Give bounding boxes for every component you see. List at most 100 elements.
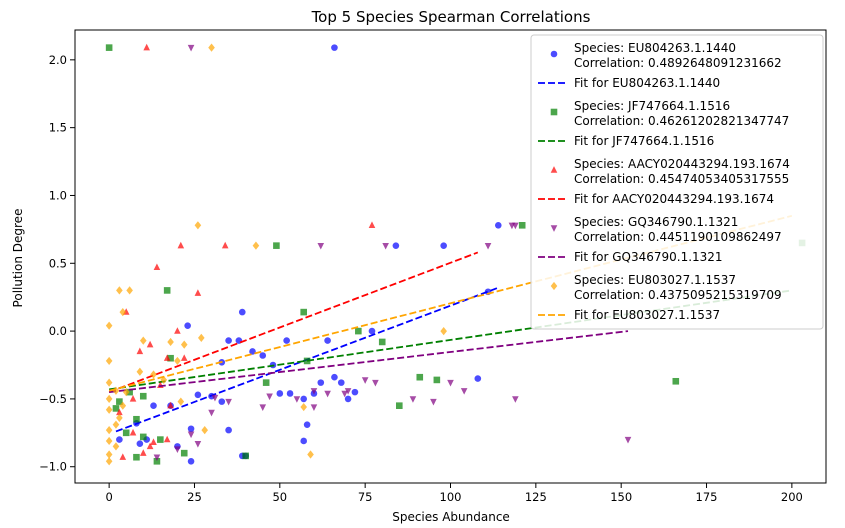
- y-tick-label: 2.0: [49, 53, 67, 67]
- data-point: [143, 43, 150, 51]
- fit-line: [108, 251, 479, 393]
- data-point: [518, 222, 526, 229]
- data-point: [194, 221, 202, 230]
- data-point: [194, 440, 202, 448]
- data-point: [129, 395, 137, 402]
- legend-marker: [550, 225, 558, 232]
- data-point: [351, 388, 359, 396]
- data-point: [146, 340, 154, 348]
- fit-line: [109, 330, 629, 394]
- data-point: [180, 354, 188, 361]
- x-tick-label: 50: [272, 490, 287, 504]
- data-point: [249, 348, 256, 355]
- fit-line: [108, 214, 793, 392]
- legend-fit-label: Fit for GQ346790.1.1321: [574, 250, 723, 264]
- data-point: [163, 287, 171, 294]
- data-point: [440, 326, 447, 336]
- data-point: [180, 340, 188, 349]
- data-point: [129, 428, 137, 436]
- data-point: [341, 390, 348, 398]
- y-tick-label: −0.5: [39, 392, 67, 406]
- data-point: [177, 397, 185, 406]
- data-point: [293, 396, 301, 403]
- data-point: [116, 398, 123, 405]
- legend-species-label: Species: EU803027.1.1537: [574, 273, 736, 287]
- data-point: [180, 449, 188, 457]
- data-point: [310, 388, 318, 395]
- data-point: [133, 453, 140, 461]
- data-point: [163, 354, 171, 361]
- data-point: [201, 426, 209, 435]
- x-tick-label: 25: [187, 490, 202, 504]
- data-point: [355, 327, 362, 335]
- data-point: [331, 373, 338, 381]
- data-point: [105, 436, 113, 446]
- data-point: [395, 402, 403, 409]
- y-tick-label: 0.0: [49, 324, 67, 338]
- data-point: [378, 338, 386, 346]
- data-point: [259, 404, 267, 411]
- data-point: [112, 442, 120, 451]
- x-axis-label: Species Abundance: [392, 510, 510, 524]
- data-point: [300, 437, 308, 445]
- data-point: [238, 308, 246, 316]
- x-axis-ticks: 0 25 50 75 100 125 150 175 200: [105, 483, 803, 504]
- data-point: [416, 373, 424, 381]
- data-point: [273, 242, 280, 249]
- data-point: [139, 449, 147, 456]
- data-point: [126, 286, 133, 295]
- data-point: [150, 402, 157, 409]
- data-point: [167, 401, 174, 409]
- data-point: [225, 398, 232, 406]
- data-point: [300, 402, 308, 412]
- x-tick-label: 150: [610, 490, 632, 504]
- data-point: [303, 421, 311, 428]
- data-point: [300, 308, 308, 316]
- data-point: [146, 442, 154, 450]
- legend-fit-label: Fit for EU804263.1.1440: [574, 76, 720, 90]
- data-point: [157, 436, 164, 443]
- data-point: [368, 221, 376, 229]
- data-point: [119, 453, 127, 460]
- data-point: [433, 376, 441, 384]
- data-point: [139, 336, 147, 345]
- data-point: [382, 242, 389, 250]
- x-tick-label: 100: [440, 490, 462, 504]
- legend-correlation-label: Correlation: 0.4375095215319709: [574, 288, 782, 302]
- data-point: [174, 356, 181, 366]
- data-point: [512, 222, 519, 230]
- data-point: [105, 450, 113, 459]
- data-point: [624, 436, 632, 444]
- data-point: [116, 286, 123, 295]
- legend-fit-label: Fit for JF747664.1.1516: [574, 134, 714, 148]
- legend-correlation-label: Correlation: 0.4451190109862497: [574, 230, 782, 244]
- data-point: [187, 457, 195, 465]
- legend-correlation-label: Correlation: 0.4892648091231662: [574, 56, 782, 70]
- legend-fit-label: Fit for EU803027.1.1537: [574, 308, 720, 322]
- data-point: [324, 390, 331, 398]
- data-point: [218, 398, 226, 405]
- x-tick-label: 200: [781, 490, 803, 504]
- data-point: [259, 352, 267, 359]
- legend-species-label: Species: GQ346790.1.1321: [574, 215, 738, 229]
- data-point: [372, 379, 379, 387]
- data-point: [160, 375, 168, 385]
- data-point: [177, 241, 185, 249]
- legend-correlation-label: Correlation: 0.45474053405317555: [574, 172, 789, 186]
- data-point: [105, 405, 113, 414]
- y-axis-label: Pollution Degree: [11, 209, 25, 308]
- data-point: [460, 388, 468, 395]
- legend-marker: [550, 50, 558, 58]
- data-point: [119, 401, 127, 410]
- data-point: [474, 375, 482, 382]
- data-point: [153, 457, 161, 465]
- data-point: [122, 429, 130, 437]
- data-point: [174, 446, 181, 453]
- chart-title: Top 5 Species Spearman Correlations: [311, 8, 591, 26]
- data-point: [139, 392, 147, 400]
- data-point: [368, 327, 376, 335]
- legend-marker: [550, 166, 558, 173]
- data-point: [184, 322, 191, 329]
- data-point: [430, 398, 437, 406]
- data-point: [512, 396, 519, 403]
